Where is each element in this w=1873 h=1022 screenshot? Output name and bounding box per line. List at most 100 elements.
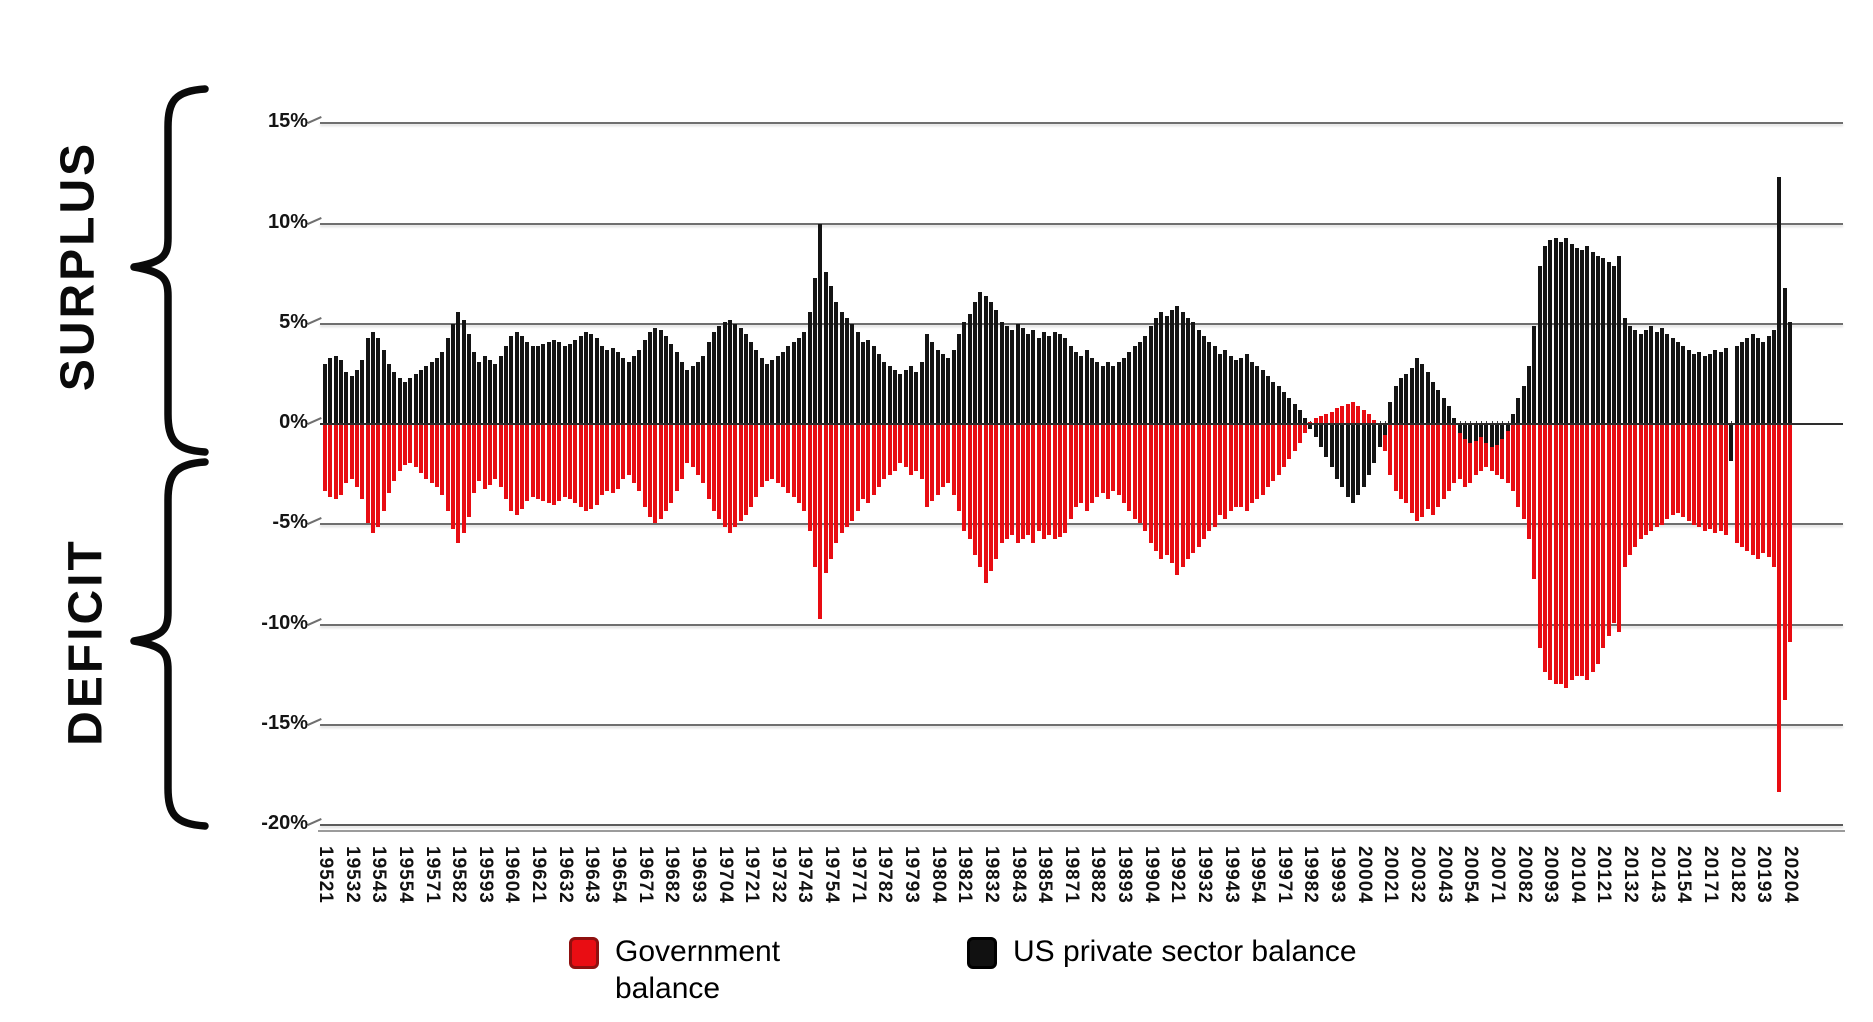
bar-government-q159	[1169, 425, 1174, 564]
bar-private-q65	[669, 343, 674, 424]
bar-government-q5	[349, 425, 354, 480]
bar-government-q38	[525, 425, 530, 502]
bar-private-q119	[956, 333, 961, 424]
bar-government-q2	[333, 425, 338, 500]
bar-government-q145	[1095, 425, 1100, 498]
legend-item-private-balance: US private sector balance	[967, 933, 1357, 970]
bar-government-q199	[1383, 425, 1388, 452]
bar-government-q196	[1367, 413, 1372, 424]
bar-private-q27	[466, 333, 471, 424]
bar-government-q17	[413, 425, 418, 468]
surplus-label: SURPLUS	[51, 140, 105, 392]
legend-label-government: Government balance	[615, 935, 781, 1005]
bar-private-q217	[1478, 425, 1483, 438]
bar-private-q73	[711, 331, 716, 424]
bar-government-q125	[988, 425, 993, 572]
bar-government-q253	[1670, 425, 1675, 516]
bar-private-q184	[1303, 417, 1308, 424]
bar-private-q128	[1004, 325, 1009, 424]
bar-government-q54	[610, 425, 615, 494]
bar-government-q79	[743, 425, 748, 516]
bar-private-q172	[1239, 357, 1244, 424]
bar-government-q181	[1287, 425, 1292, 460]
bar-government-q119	[956, 425, 961, 512]
bar-private-q265	[1734, 345, 1739, 424]
bar-government-q233	[1564, 425, 1569, 688]
bar-government-q221	[1500, 425, 1505, 480]
bar-government-q237	[1585, 425, 1590, 680]
bar-government-q195	[1361, 409, 1366, 424]
bar-government-q135	[1042, 425, 1047, 540]
bar-private-q80	[749, 341, 754, 424]
bar-private-q99	[850, 323, 855, 424]
bar-private-q274	[1782, 287, 1787, 424]
bar-private-q17	[413, 373, 418, 424]
bar-government-q152	[1132, 425, 1137, 520]
bar-government-q88	[791, 425, 796, 498]
y-axis-label--5%: -5%	[272, 511, 308, 534]
bar-private-q60	[642, 339, 647, 424]
gridline-10%	[320, 222, 1843, 225]
bar-government-q122	[972, 425, 977, 556]
bar-government-q72	[706, 425, 711, 500]
bar-government-q177	[1265, 425, 1270, 488]
government-balance-swatch	[569, 937, 599, 969]
bar-government-q219	[1489, 425, 1494, 472]
bar-private-q19	[424, 365, 429, 424]
bar-private-q10	[376, 337, 381, 424]
bar-government-q129	[1010, 425, 1015, 536]
bar-government-q224	[1516, 425, 1521, 508]
bar-private-q219	[1489, 425, 1494, 448]
bar-government-q141	[1074, 425, 1079, 508]
bar-private-q260	[1708, 353, 1713, 424]
bar-private-q33	[498, 355, 503, 424]
bar-private-q267	[1745, 337, 1750, 424]
bar-government-q67	[679, 425, 684, 480]
bar-government-q51	[594, 425, 599, 506]
bar-government-q81	[754, 425, 759, 498]
bar-government-q191	[1340, 405, 1345, 424]
bar-private-q31	[488, 359, 493, 424]
y-axis-label--10%: -10%	[261, 611, 308, 634]
bar-private-q9	[370, 331, 375, 424]
bar-private-q275	[1787, 321, 1792, 424]
bar-government-q93	[818, 425, 823, 620]
bar-private-q44	[557, 341, 562, 424]
bar-private-q188	[1324, 425, 1329, 458]
bar-private-q50	[589, 333, 594, 424]
bar-private-q117	[946, 357, 951, 424]
bar-government-q42	[546, 425, 551, 504]
bar-private-q48	[578, 335, 583, 424]
bar-private-q59	[637, 349, 642, 424]
bar-government-q66	[674, 425, 679, 492]
bar-government-q144	[1090, 425, 1095, 504]
bar-government-q19	[424, 425, 429, 480]
bar-private-q225	[1521, 385, 1526, 424]
bar-private-q251	[1660, 327, 1665, 424]
bar-government-q179	[1276, 425, 1281, 476]
bar-private-q250	[1654, 331, 1659, 424]
bar-government-q96	[834, 425, 839, 544]
bar-government-q266	[1739, 425, 1744, 548]
bar-private-q160	[1175, 305, 1180, 424]
bar-private-q71	[701, 355, 706, 424]
gridline-15%	[320, 122, 1843, 125]
bar-private-q146	[1100, 365, 1105, 424]
bar-government-q100	[855, 425, 860, 512]
bar-private-q109	[903, 369, 908, 424]
bar-government-q14	[397, 425, 402, 472]
bar-government-q167	[1212, 425, 1217, 528]
bar-government-q204	[1409, 425, 1414, 514]
bar-private-q149	[1116, 361, 1121, 424]
bar-private-q125	[988, 301, 993, 424]
bar-private-q41	[541, 343, 546, 424]
bar-government-q200	[1388, 425, 1393, 476]
bar-government-q210	[1441, 425, 1446, 500]
bar-government-q168	[1217, 425, 1222, 516]
bar-government-q7	[360, 425, 365, 500]
bar-private-q226	[1526, 365, 1531, 424]
bar-private-q83	[765, 363, 770, 424]
bar-private-q266	[1739, 341, 1744, 424]
bar-government-q15	[402, 425, 407, 466]
bar-private-q246	[1633, 329, 1638, 424]
